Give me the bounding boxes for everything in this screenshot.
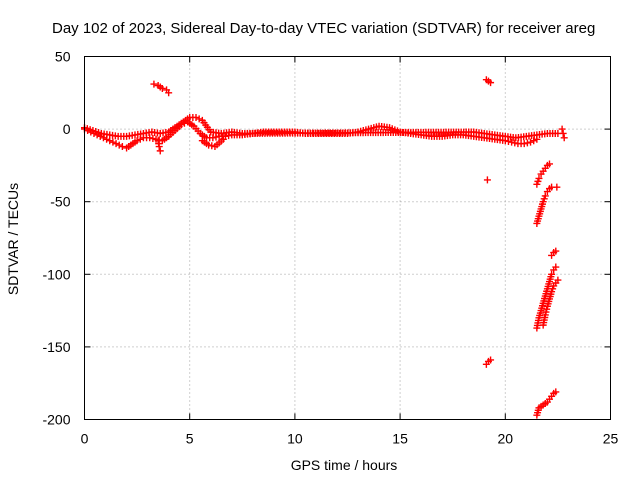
y-tick-label: -200 xyxy=(42,412,70,428)
data-point xyxy=(552,247,560,255)
data-point xyxy=(219,135,227,143)
x-tick-label: 0 xyxy=(81,431,89,447)
data-point xyxy=(520,140,528,148)
data-point xyxy=(158,84,166,92)
data-point xyxy=(146,134,154,142)
y-tick-label: -50 xyxy=(50,194,70,210)
data-point xyxy=(527,138,535,146)
data-point-fill xyxy=(149,135,157,143)
data-point-fill xyxy=(208,142,216,150)
data-point xyxy=(560,134,568,142)
x-tick-label: 15 xyxy=(392,431,408,447)
data-point xyxy=(112,140,120,148)
y-tick-labels: 50 0 -50 -100 -150 -200 xyxy=(42,49,70,428)
y-tick-label: 50 xyxy=(55,49,71,65)
data-point-fill xyxy=(115,141,123,149)
data-point xyxy=(508,138,516,146)
x-axis-label: GPS time / hours xyxy=(291,457,398,473)
y-tick-label: -150 xyxy=(42,339,70,355)
data-point xyxy=(487,79,495,87)
data-point xyxy=(552,263,560,271)
y-tick-label: 0 xyxy=(63,121,71,137)
data-point xyxy=(165,89,173,97)
data-point xyxy=(552,388,560,396)
data-point xyxy=(155,143,163,151)
data-point xyxy=(99,134,107,142)
data-point xyxy=(205,141,213,149)
x-tick-label: 10 xyxy=(287,431,303,447)
data-point xyxy=(553,183,561,191)
data-point xyxy=(541,192,549,200)
data-point xyxy=(535,174,543,182)
data-point xyxy=(548,270,556,278)
y-tick-label: -100 xyxy=(42,266,70,282)
y-axis-label: SDTVAR / TECUs xyxy=(5,183,21,295)
grid-lines xyxy=(84,56,611,420)
data-point xyxy=(483,176,491,184)
x-tick-label: 20 xyxy=(498,431,514,447)
plot-frame xyxy=(84,56,611,420)
x-tick-label: 5 xyxy=(186,431,194,447)
data-point xyxy=(487,356,495,364)
chart-title: Day 102 of 2023, Sidereal Day-to-day VTE… xyxy=(52,20,595,37)
data-point xyxy=(554,276,562,284)
data-point xyxy=(118,143,126,151)
axis-ticks xyxy=(84,56,611,420)
data-point-fill xyxy=(195,115,203,123)
data-point xyxy=(558,125,566,133)
data-point xyxy=(192,113,200,121)
data-point xyxy=(133,137,141,145)
data-point xyxy=(559,129,567,137)
data-point xyxy=(545,160,553,168)
data-point-fill xyxy=(109,138,117,146)
data-point-fill xyxy=(511,139,519,147)
data-point xyxy=(150,80,158,88)
x-tick-labels: 0 5 10 15 20 25 xyxy=(81,431,619,447)
data-point-fill xyxy=(523,139,531,147)
data-point xyxy=(156,147,164,155)
x-tick-label: 25 xyxy=(603,431,619,447)
data-points xyxy=(81,76,568,419)
